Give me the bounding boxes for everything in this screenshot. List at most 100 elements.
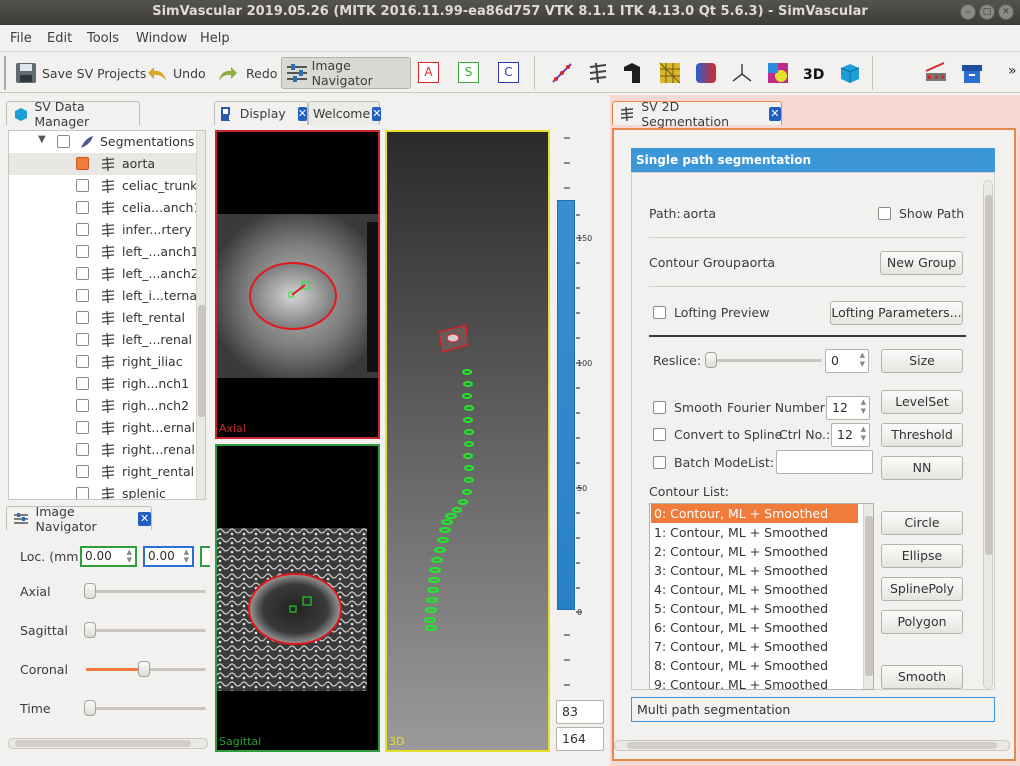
- slider-handle[interactable]: [84, 622, 96, 638]
- segmentation-icon[interactable]: [586, 61, 610, 85]
- tree-item[interactable]: left_...renal: [9, 329, 199, 351]
- fourier-number-input[interactable]: 12 ▲ ▼: [826, 396, 870, 420]
- minimize-icon[interactable]: –: [960, 4, 976, 20]
- tree-item[interactable]: right...ernal: [9, 417, 199, 439]
- visibility-checkbox[interactable]: [76, 311, 89, 324]
- visibility-checkbox[interactable]: [76, 179, 89, 192]
- contour-list-scrollbar[interactable]: [863, 504, 873, 689]
- tree-item[interactable]: right_iliac: [9, 351, 199, 373]
- menu-window[interactable]: Window: [136, 31, 188, 46]
- tree-item[interactable]: righ...nch1: [9, 373, 199, 395]
- visibility-checkbox[interactable]: [76, 355, 89, 368]
- navigator-hscroll-thumb[interactable]: [15, 740, 191, 747]
- show-path-checkbox[interactable]: [878, 207, 891, 220]
- slider-handle[interactable]: [84, 700, 96, 716]
- batch-mode-checkbox[interactable]: [653, 456, 666, 469]
- tab-display[interactable]: Display ✕: [214, 101, 308, 125]
- close-tab-icon[interactable]: ✕: [372, 106, 382, 121]
- mesh-icon[interactable]: [658, 61, 682, 85]
- level-window-widget[interactable]: 150 100 50 0: [556, 130, 606, 695]
- batch-list-input[interactable]: [776, 450, 873, 474]
- level-input[interactable]: 83: [556, 700, 604, 724]
- slider-track[interactable]: [86, 590, 206, 593]
- reslice-input[interactable]: 0 ▲ ▼: [825, 349, 869, 373]
- spin-arrows-icon[interactable]: ▲ ▼: [860, 425, 866, 442]
- ctrl-no-input[interactable]: 12 ▲ ▼: [831, 423, 870, 447]
- visibility-checkbox[interactable]: [76, 487, 89, 499]
- single-path-header[interactable]: Single path segmentation: [631, 148, 995, 172]
- slider-handle[interactable]: [84, 583, 96, 599]
- tab-welcome[interactable]: Welcome ✕: [308, 101, 382, 125]
- collapse-arrow-icon[interactable]: ▼: [38, 134, 46, 145]
- smooth-button[interactable]: Smooth: [881, 665, 963, 689]
- toolbar-overflow-button[interactable]: »: [1008, 63, 1017, 79]
- visibility-checkbox[interactable]: [76, 399, 89, 412]
- contour-list-item[interactable]: 1: Contour, ML + Smoothed: [654, 525, 829, 540]
- splinepoly-button[interactable]: SplinePoly: [881, 577, 963, 601]
- visibility-checkbox[interactable]: [76, 245, 89, 258]
- close-tab-icon[interactable]: ✕: [768, 106, 782, 121]
- redo-button[interactable]: Redo: [217, 57, 277, 89]
- contour-list-item[interactable]: 4: Contour, ML + Smoothed: [654, 582, 829, 597]
- measure-icon[interactable]: [924, 61, 948, 85]
- visibility-checkbox[interactable]: [76, 443, 89, 456]
- lofting-parameters-button[interactable]: Lofting Parameters...: [830, 301, 963, 325]
- maximize-icon[interactable]: □: [979, 4, 995, 20]
- contour-list-item[interactable]: 0: Contour, ML + Smoothed: [651, 504, 858, 523]
- tree-item[interactable]: celia...anch1: [9, 197, 201, 219]
- close-tab-icon[interactable]: ✕: [138, 511, 151, 526]
- tree-item[interactable]: righ...nch2: [9, 395, 199, 417]
- circle-button[interactable]: Circle: [881, 511, 963, 535]
- coronal-view-button[interactable]: C: [498, 62, 519, 83]
- sagittal-view[interactable]: Sagittal: [215, 444, 380, 752]
- results-icon[interactable]: [766, 61, 790, 85]
- visibility-checkbox[interactable]: [76, 333, 89, 346]
- polygon-button[interactable]: Polygon: [881, 610, 963, 634]
- loc-x-input[interactable]: 0.00 ▲ ▼: [80, 546, 137, 567]
- visibility-checkbox[interactable]: [76, 465, 89, 478]
- lofting-preview-checkbox[interactable]: [653, 306, 666, 319]
- nn-button[interactable]: NN: [881, 456, 963, 480]
- menu-tools[interactable]: Tools: [87, 31, 120, 46]
- slider-track[interactable]: [86, 629, 206, 632]
- loc-z-input[interactable]: [200, 546, 210, 567]
- level-window-bar[interactable]: [557, 200, 575, 610]
- slider-handle[interactable]: [138, 661, 150, 677]
- tree-item[interactable]: infer...rtery: [9, 219, 199, 241]
- size-button[interactable]: Size: [881, 349, 963, 373]
- segmentation-scroll-thumb[interactable]: [985, 195, 993, 555]
- reslice-slider-track[interactable]: [705, 359, 822, 362]
- contour-list[interactable]: 0: Contour, ML + Smoothed 1: Contour, ML …: [649, 503, 874, 690]
- menu-edit[interactable]: Edit: [47, 31, 73, 46]
- cube-icon[interactable]: [838, 61, 862, 85]
- visibility-checkbox[interactable]: [76, 223, 89, 236]
- tree-item[interactable]: right_rental: [9, 461, 199, 483]
- path-planning-icon[interactable]: [550, 61, 574, 85]
- menu-help[interactable]: Help: [200, 31, 230, 46]
- tree-group-segmentations[interactable]: ▼ Segmentations: [9, 131, 199, 153]
- visibility-checkbox[interactable]: [76, 157, 89, 170]
- model-icon[interactable]: [620, 61, 644, 85]
- axes-icon[interactable]: [730, 61, 754, 85]
- tree-item[interactable]: celiac_trunk: [9, 175, 199, 197]
- axial-view[interactable]: Axial: [215, 130, 380, 439]
- contour-list-scroll-thumb[interactable]: [865, 516, 873, 676]
- visibility-checkbox[interactable]: [76, 377, 89, 390]
- ellipse-button[interactable]: Ellipse: [881, 544, 963, 568]
- navigator-hscrollbar[interactable]: [8, 738, 208, 749]
- undo-button[interactable]: Undo: [146, 57, 206, 89]
- spin-arrows-icon[interactable]: ▲ ▼: [860, 398, 866, 415]
- spin-arrows-icon[interactable]: ▲ ▼: [126, 548, 132, 564]
- axial-view-button[interactable]: A: [418, 62, 439, 83]
- spin-arrows-icon[interactable]: ▲ ▼: [859, 351, 865, 368]
- threshold-button[interactable]: Threshold: [881, 423, 963, 447]
- tree-item[interactable]: left_...anch2: [9, 263, 199, 285]
- levelset-button[interactable]: LevelSet: [881, 390, 963, 414]
- tree-item[interactable]: left_rental: [9, 307, 199, 329]
- close-tab-icon[interactable]: ✕: [297, 106, 307, 121]
- tree-item[interactable]: left_...anch1: [9, 241, 199, 263]
- menu-file[interactable]: File: [10, 31, 32, 46]
- contour-list-item[interactable]: 7: Contour, ML + Smoothed: [654, 639, 829, 654]
- window-input[interactable]: 164: [556, 727, 604, 751]
- segmentation-hscroll-thumb[interactable]: [627, 742, 997, 749]
